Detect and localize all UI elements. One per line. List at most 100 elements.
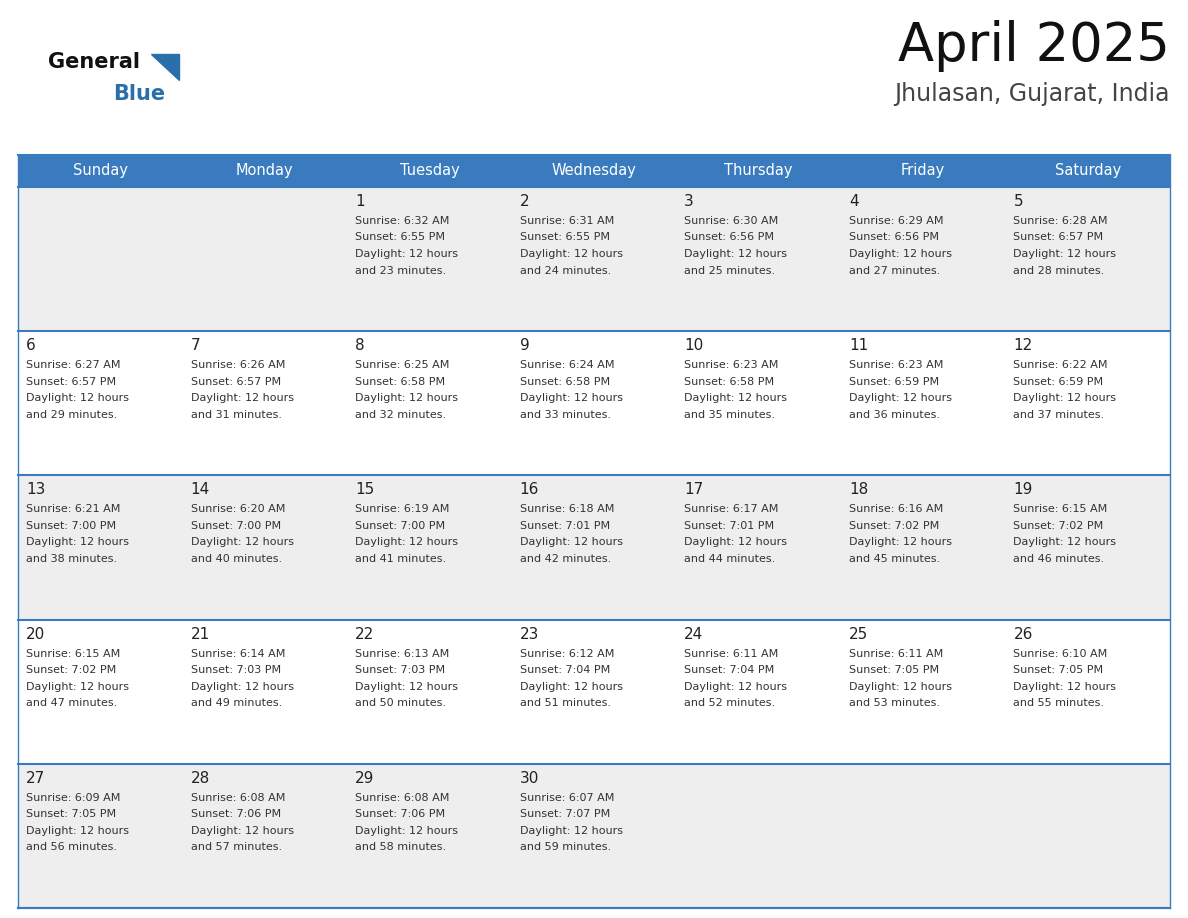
Text: Daylight: 12 hours: Daylight: 12 hours <box>1013 393 1117 403</box>
Text: Daylight: 12 hours: Daylight: 12 hours <box>849 681 952 691</box>
Text: and 40 minutes.: and 40 minutes. <box>190 554 282 564</box>
Text: Sunrise: 6:25 AM: Sunrise: 6:25 AM <box>355 360 449 370</box>
Text: and 25 minutes.: and 25 minutes. <box>684 265 776 275</box>
Text: Thursday: Thursday <box>725 163 792 178</box>
Text: Sunrise: 6:08 AM: Sunrise: 6:08 AM <box>355 793 449 803</box>
Text: Daylight: 12 hours: Daylight: 12 hours <box>684 681 788 691</box>
Text: Daylight: 12 hours: Daylight: 12 hours <box>849 249 952 259</box>
Text: 24: 24 <box>684 627 703 642</box>
Text: Sunset: 6:59 PM: Sunset: 6:59 PM <box>849 376 939 386</box>
Text: Sunrise: 6:16 AM: Sunrise: 6:16 AM <box>849 504 943 514</box>
Text: Daylight: 12 hours: Daylight: 12 hours <box>849 537 952 547</box>
Bar <box>841 155 1005 187</box>
Text: Daylight: 12 hours: Daylight: 12 hours <box>190 393 293 403</box>
Text: 2: 2 <box>519 194 530 209</box>
Text: Sunrise: 6:24 AM: Sunrise: 6:24 AM <box>519 360 614 370</box>
Text: Sunrise: 6:11 AM: Sunrise: 6:11 AM <box>684 649 778 658</box>
Text: and 36 minutes.: and 36 minutes. <box>849 409 940 420</box>
Text: 3: 3 <box>684 194 694 209</box>
Text: Sunrise: 6:31 AM: Sunrise: 6:31 AM <box>519 216 614 226</box>
Bar <box>18 187 1170 331</box>
Text: Sunrise: 6:15 AM: Sunrise: 6:15 AM <box>1013 504 1107 514</box>
Text: Sunset: 7:05 PM: Sunset: 7:05 PM <box>26 810 116 819</box>
Text: Daylight: 12 hours: Daylight: 12 hours <box>849 393 952 403</box>
Text: 15: 15 <box>355 482 374 498</box>
Text: Sunset: 7:02 PM: Sunset: 7:02 PM <box>1013 521 1104 531</box>
Text: and 37 minutes.: and 37 minutes. <box>1013 409 1105 420</box>
Text: Daylight: 12 hours: Daylight: 12 hours <box>190 537 293 547</box>
Polygon shape <box>151 54 179 80</box>
Text: 28: 28 <box>190 771 210 786</box>
Text: Daylight: 12 hours: Daylight: 12 hours <box>355 826 459 835</box>
Text: 20: 20 <box>26 627 45 642</box>
Bar <box>676 155 841 187</box>
Text: General: General <box>48 52 140 72</box>
Text: 25: 25 <box>849 627 868 642</box>
Text: Daylight: 12 hours: Daylight: 12 hours <box>684 249 788 259</box>
Text: 27: 27 <box>26 771 45 786</box>
Text: Sunrise: 6:17 AM: Sunrise: 6:17 AM <box>684 504 778 514</box>
Text: and 42 minutes.: and 42 minutes. <box>519 554 611 564</box>
Text: Sunset: 7:04 PM: Sunset: 7:04 PM <box>684 666 775 675</box>
Text: and 46 minutes.: and 46 minutes. <box>1013 554 1105 564</box>
Text: and 44 minutes.: and 44 minutes. <box>684 554 776 564</box>
Text: April 2025: April 2025 <box>898 20 1170 72</box>
Text: Blue: Blue <box>113 84 165 104</box>
Text: Sunset: 7:01 PM: Sunset: 7:01 PM <box>684 521 775 531</box>
Text: Sunset: 7:00 PM: Sunset: 7:00 PM <box>190 521 280 531</box>
Text: Saturday: Saturday <box>1055 163 1120 178</box>
Text: Sunset: 7:07 PM: Sunset: 7:07 PM <box>519 810 609 819</box>
Text: 1: 1 <box>355 194 365 209</box>
Text: Daylight: 12 hours: Daylight: 12 hours <box>355 393 459 403</box>
Text: Daylight: 12 hours: Daylight: 12 hours <box>190 826 293 835</box>
Text: and 59 minutes.: and 59 minutes. <box>519 843 611 852</box>
Text: Sunset: 6:57 PM: Sunset: 6:57 PM <box>26 376 116 386</box>
Text: Sunset: 6:58 PM: Sunset: 6:58 PM <box>684 376 775 386</box>
Text: Daylight: 12 hours: Daylight: 12 hours <box>355 249 459 259</box>
Text: Daylight: 12 hours: Daylight: 12 hours <box>26 681 129 691</box>
Text: 11: 11 <box>849 338 868 353</box>
Text: Daylight: 12 hours: Daylight: 12 hours <box>684 393 788 403</box>
Text: Sunset: 7:05 PM: Sunset: 7:05 PM <box>849 666 939 675</box>
Bar <box>18 476 1170 620</box>
Text: Sunset: 7:01 PM: Sunset: 7:01 PM <box>519 521 609 531</box>
Text: Sunset: 7:03 PM: Sunset: 7:03 PM <box>355 666 446 675</box>
Text: Sunrise: 6:13 AM: Sunrise: 6:13 AM <box>355 649 449 658</box>
Text: and 45 minutes.: and 45 minutes. <box>849 554 940 564</box>
Text: Wednesday: Wednesday <box>551 163 637 178</box>
Text: and 28 minutes.: and 28 minutes. <box>1013 265 1105 275</box>
Text: Monday: Monday <box>236 163 293 178</box>
Text: Daylight: 12 hours: Daylight: 12 hours <box>26 537 129 547</box>
Text: Sunrise: 6:10 AM: Sunrise: 6:10 AM <box>1013 649 1107 658</box>
Text: Sunset: 6:56 PM: Sunset: 6:56 PM <box>684 232 775 242</box>
Text: 30: 30 <box>519 771 539 786</box>
Text: 10: 10 <box>684 338 703 353</box>
Text: Sunset: 6:55 PM: Sunset: 6:55 PM <box>355 232 446 242</box>
Text: 13: 13 <box>26 482 45 498</box>
Text: and 33 minutes.: and 33 minutes. <box>519 409 611 420</box>
Text: 21: 21 <box>190 627 210 642</box>
Text: and 51 minutes.: and 51 minutes. <box>519 698 611 708</box>
Text: Sunrise: 6:23 AM: Sunrise: 6:23 AM <box>849 360 943 370</box>
Text: 12: 12 <box>1013 338 1032 353</box>
Text: Sunset: 6:57 PM: Sunset: 6:57 PM <box>190 376 280 386</box>
Text: and 57 minutes.: and 57 minutes. <box>190 843 282 852</box>
Text: Sunrise: 6:27 AM: Sunrise: 6:27 AM <box>26 360 120 370</box>
Bar <box>512 155 676 187</box>
Text: Sunrise: 6:28 AM: Sunrise: 6:28 AM <box>1013 216 1108 226</box>
Text: and 56 minutes.: and 56 minutes. <box>26 843 116 852</box>
Text: and 38 minutes.: and 38 minutes. <box>26 554 118 564</box>
Text: Sunday: Sunday <box>72 163 128 178</box>
Text: and 49 minutes.: and 49 minutes. <box>190 698 282 708</box>
Text: Sunrise: 6:30 AM: Sunrise: 6:30 AM <box>684 216 778 226</box>
Text: Daylight: 12 hours: Daylight: 12 hours <box>519 249 623 259</box>
Text: 4: 4 <box>849 194 859 209</box>
Text: Sunrise: 6:23 AM: Sunrise: 6:23 AM <box>684 360 778 370</box>
Text: 17: 17 <box>684 482 703 498</box>
Text: Daylight: 12 hours: Daylight: 12 hours <box>519 826 623 835</box>
Text: Sunset: 6:58 PM: Sunset: 6:58 PM <box>355 376 446 386</box>
Bar <box>18 155 183 187</box>
Text: and 32 minutes.: and 32 minutes. <box>355 409 447 420</box>
Text: and 41 minutes.: and 41 minutes. <box>355 554 447 564</box>
Bar <box>18 620 1170 764</box>
